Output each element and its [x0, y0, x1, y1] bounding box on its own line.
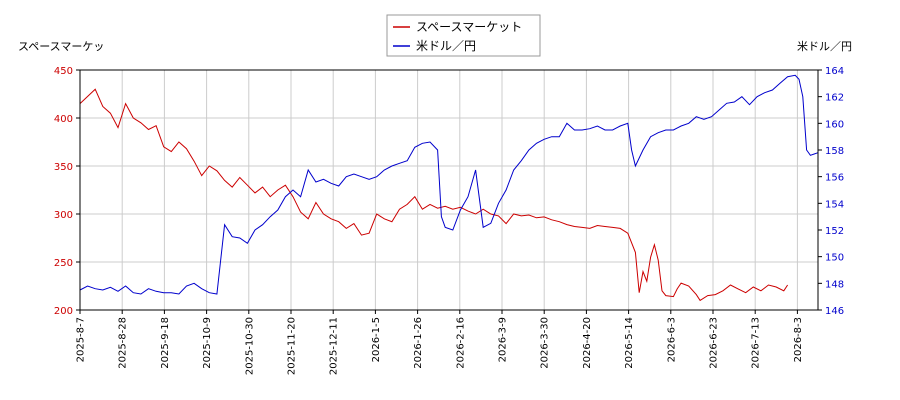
left-tick-label: 400 — [54, 114, 73, 125]
right-tick-label: 150 — [825, 253, 844, 264]
x-tick-label: 2026-6-23 — [709, 317, 720, 369]
plot-frame — [79, 69, 819, 311]
right-tick-label: 148 — [825, 279, 844, 290]
x-tick-label: 2026-2-16 — [455, 317, 466, 369]
right-tick-label: 164 — [825, 66, 844, 77]
x-tick-label: 2025-10-30 — [244, 317, 255, 375]
x-tick-label: 2026-4-20 — [582, 317, 593, 369]
x-tick-label: 2026-6-3 — [666, 317, 677, 362]
x-axis: 2025-8-7 2025-8-28 2025-9-18 2025-10-9 2025-… — [76, 310, 804, 375]
left-tick-label: 450 — [54, 66, 73, 77]
legend-label: スペースマーケット — [416, 20, 522, 34]
right-tick-label: 156 — [825, 173, 844, 184]
grid — [80, 70, 818, 310]
right-tick-label: 160 — [825, 119, 844, 130]
right-tick-label: 158 — [825, 146, 844, 157]
x-tick-label: 2025-8-7 — [76, 317, 87, 362]
x-tick-label: 2025-11-20 — [287, 317, 298, 375]
legend-label: 米ドル／円 — [416, 39, 476, 53]
x-tick-label: 2026-5-14 — [624, 317, 635, 369]
right-tick-label: 152 — [825, 226, 844, 237]
right-y-axis: 146 148 150 152 154 156 158 160 162 164 — [818, 66, 844, 317]
x-tick-label: 2026-1-26 — [413, 317, 424, 369]
left-y-axis: 200 250 300 350 400 450 — [54, 66, 80, 317]
x-tick-label: 2026-8-3 — [793, 317, 804, 362]
x-tick-label: 2026-1-5 — [371, 317, 382, 362]
left-tick-label: 300 — [54, 210, 73, 221]
legend-box — [386, 14, 541, 57]
series-lines — [79, 74, 819, 302]
left-tick-label: 250 — [54, 258, 73, 269]
right-tick-label: 146 — [825, 306, 844, 317]
x-tick-label: 2026-7-13 — [751, 317, 762, 369]
series-line-usdjpy — [79, 74, 819, 295]
x-tick-label: 2025-12-11 — [329, 317, 340, 375]
x-tick-label: 2026-3-9 — [498, 317, 509, 362]
x-tick-label: 2025-9-18 — [160, 317, 171, 369]
right-axis-title: 米ドル／円 — [797, 40, 852, 53]
x-tick-label: 2025-8-28 — [118, 317, 129, 369]
left-tick-label: 200 — [54, 306, 73, 317]
series-line-stock — [79, 88, 789, 302]
left-axis-title: スペースマーケッ — [18, 40, 105, 53]
right-tick-label: 162 — [825, 93, 844, 104]
right-tick-label: 154 — [825, 199, 844, 210]
left-tick-label: 350 — [54, 162, 73, 173]
x-tick-label: 2025-10-9 — [202, 317, 213, 369]
x-tick-label: 2026-3-30 — [540, 317, 551, 369]
